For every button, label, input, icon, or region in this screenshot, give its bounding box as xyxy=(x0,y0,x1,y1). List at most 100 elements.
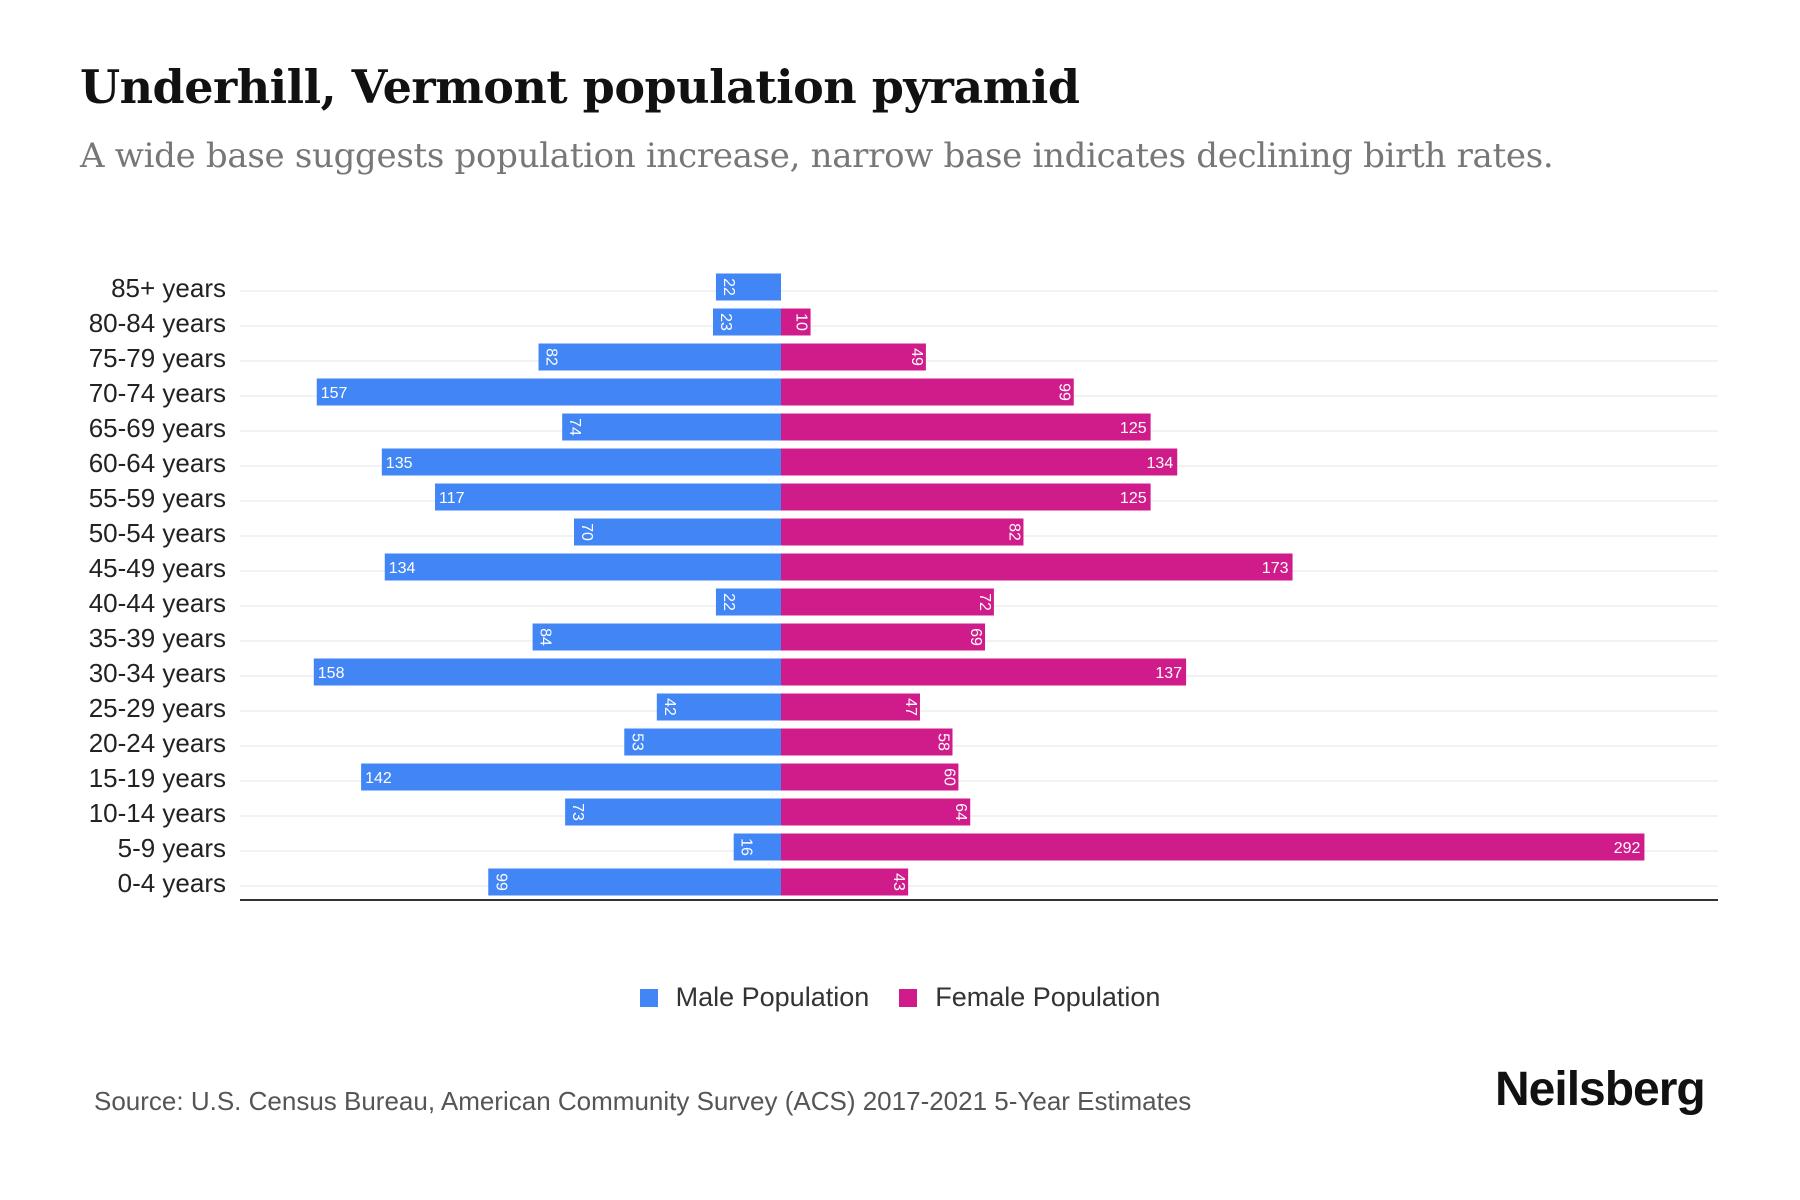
data-label-female: 99 xyxy=(1056,383,1073,401)
y-tick-label: 60-64 years xyxy=(89,448,226,478)
bar-male xyxy=(538,343,781,371)
data-label-female: 10 xyxy=(793,313,810,331)
data-label-female: 137 xyxy=(1155,665,1182,682)
bar-male xyxy=(715,273,781,301)
legend-swatch-female xyxy=(899,988,918,1007)
data-label-male: 117 xyxy=(439,490,465,507)
bar-female xyxy=(781,728,953,756)
bar-male xyxy=(574,518,781,546)
bar-male xyxy=(361,763,781,791)
bar-female xyxy=(781,798,971,826)
data-label-female: 60 xyxy=(940,768,957,786)
bar-female xyxy=(781,588,994,616)
data-label-male: 84 xyxy=(537,628,554,646)
data-label-female: 125 xyxy=(1120,420,1147,437)
bar-female xyxy=(781,483,1151,511)
bar-male xyxy=(712,308,781,336)
y-tick-label: 0-4 years xyxy=(118,868,226,898)
data-label-male: 70 xyxy=(578,523,595,541)
data-label-female: 47 xyxy=(902,698,919,716)
data-label-female: 82 xyxy=(1005,523,1022,541)
bar-female xyxy=(781,623,986,651)
data-label-female: 69 xyxy=(967,628,984,646)
y-tick-label: 50-54 years xyxy=(89,518,226,548)
bar-male xyxy=(562,413,781,441)
data-label-female: 134 xyxy=(1147,455,1174,472)
bar-male xyxy=(715,588,781,616)
legend-label-male: Male Population xyxy=(675,982,870,1012)
data-label-male: 99 xyxy=(492,873,509,891)
legend-label-female: Female Population xyxy=(935,982,1161,1012)
bar-male xyxy=(316,378,781,406)
bar-female xyxy=(781,343,926,371)
y-tick-label: 75-79 years xyxy=(89,343,226,373)
legend-item-female: Female Population xyxy=(899,982,1160,1013)
bar-female xyxy=(781,868,909,896)
bar-male xyxy=(656,693,781,721)
chart-subtitle: A wide base suggests population increase… xyxy=(80,136,1554,176)
legend-item-male: Male Population xyxy=(639,982,870,1013)
bar-female xyxy=(781,658,1187,686)
y-tick-label: 5-9 years xyxy=(118,833,226,863)
data-label-male: 16 xyxy=(738,838,755,856)
bar-male xyxy=(435,483,781,511)
source-note: Source: U.S. Census Bureau, American Com… xyxy=(94,1086,1192,1116)
y-tick-label: 80-84 years xyxy=(89,308,226,338)
data-label-female: 292 xyxy=(1614,840,1641,857)
bar-female xyxy=(781,553,1293,581)
bar-male xyxy=(488,868,781,896)
y-tick-label: 55-59 years xyxy=(89,483,226,513)
data-label-male: 135 xyxy=(386,455,413,472)
bar-male xyxy=(313,658,781,686)
y-tick-label: 25-29 years xyxy=(89,693,226,723)
data-label-male: 22 xyxy=(720,593,737,611)
legend: Male Population Female Population xyxy=(0,982,1800,1013)
population-pyramid-chart: 85+ years 80-84 years 75-79 years 70-74 yea… xyxy=(89,273,1718,901)
data-label-male: 23 xyxy=(717,313,734,331)
y-tick-label: 10-14 years xyxy=(89,798,226,828)
data-label-male: 142 xyxy=(365,770,392,787)
y-tick-label: 70-74 years xyxy=(89,378,226,408)
data-label-male: 82 xyxy=(543,348,560,366)
y-tick-label: 15-19 years xyxy=(89,763,226,793)
data-label-male: 158 xyxy=(318,665,345,682)
y-tick-label: 85+ years xyxy=(111,273,226,303)
data-label-female: 58 xyxy=(935,733,952,751)
chart-title: Underhill, Vermont population pyramid xyxy=(80,60,1080,114)
bar-female xyxy=(781,833,1645,861)
bar-male xyxy=(384,553,781,581)
y-tick-label: 30-34 years xyxy=(89,658,226,688)
y-tick-label: 35-39 years xyxy=(89,623,226,653)
y-tick-label: 65-69 years xyxy=(89,413,226,443)
y-tick-label: 20-24 years xyxy=(89,728,226,758)
data-label-male: 42 xyxy=(661,698,678,716)
data-label-male: 74 xyxy=(566,418,583,436)
neilsberg-logo: Neilsberg xyxy=(1495,1063,1706,1116)
data-label-female: 43 xyxy=(890,873,907,891)
bar-male xyxy=(532,623,781,651)
y-tick-label: 40-44 years xyxy=(89,588,226,618)
data-label-female: 72 xyxy=(976,593,993,611)
data-label-female: 125 xyxy=(1120,490,1147,507)
data-label-male: 22 xyxy=(720,278,737,296)
data-label-female: 64 xyxy=(952,803,969,821)
bar-female xyxy=(781,693,920,721)
bar-male xyxy=(381,448,781,476)
bar-female xyxy=(781,308,811,336)
data-label-male: 157 xyxy=(321,385,348,402)
bar-female xyxy=(781,413,1151,441)
data-label-male: 53 xyxy=(628,733,645,751)
y-tick-label: 45-49 years xyxy=(89,553,226,583)
data-label-male: 73 xyxy=(569,803,586,821)
bar-female xyxy=(781,518,1024,546)
bar-female xyxy=(781,378,1074,406)
legend-swatch-male xyxy=(639,988,658,1007)
bar-female xyxy=(781,448,1178,476)
bar-female xyxy=(781,763,959,791)
data-label-female: 173 xyxy=(1262,560,1289,577)
bar-male xyxy=(624,728,781,756)
data-label-female: 49 xyxy=(908,348,925,366)
bar-male xyxy=(733,833,781,861)
bar-male xyxy=(565,798,781,826)
data-label-male: 134 xyxy=(389,560,416,577)
